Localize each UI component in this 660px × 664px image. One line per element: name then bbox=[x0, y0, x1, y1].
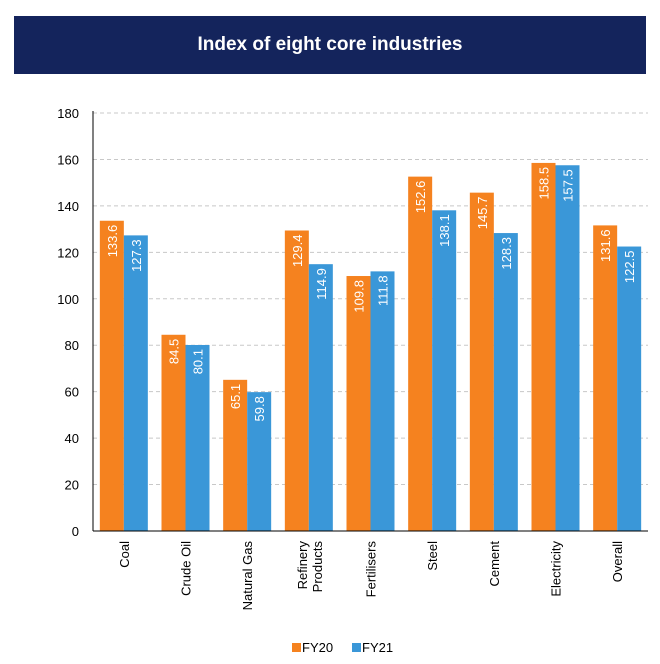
x-tick-label: Overall bbox=[610, 541, 625, 582]
x-tick-label-line: Products bbox=[310, 541, 325, 593]
x-tick-label: Fertilisers bbox=[364, 541, 379, 598]
y-tick-label: 60 bbox=[65, 385, 79, 400]
data-labels: 133.6 127.3 84.5 80.1 65.1 59.8 129.4 114.9 109.… bbox=[105, 167, 637, 422]
bar-fy21 bbox=[185, 344, 210, 531]
bar-fy21 bbox=[247, 392, 272, 531]
y-tick-label: 180 bbox=[57, 106, 79, 121]
data-label: 145.7 bbox=[475, 197, 490, 230]
y-tick-label: 140 bbox=[57, 199, 79, 214]
bar-fy21 bbox=[493, 233, 518, 531]
y-tick-label: 120 bbox=[57, 245, 79, 260]
data-label: 131.6 bbox=[598, 229, 613, 262]
data-label: 80.1 bbox=[191, 349, 206, 374]
data-label: 84.5 bbox=[167, 339, 182, 364]
legend: FY20 FY21 bbox=[292, 640, 393, 655]
data-label: 133.6 bbox=[105, 225, 120, 258]
data-label: 128.3 bbox=[499, 237, 514, 270]
data-label: 127.3 bbox=[129, 239, 144, 272]
data-label: 138.1 bbox=[437, 214, 452, 247]
bars bbox=[99, 162, 642, 532]
legend-label: FY21 bbox=[362, 640, 393, 655]
bar-fy21 bbox=[370, 271, 395, 531]
x-tick-label: Steel bbox=[425, 541, 440, 571]
x-tick-label: Crude Oil bbox=[179, 541, 194, 596]
bar-fy20 bbox=[99, 220, 124, 532]
y-axis-ticks: 0 20 40 60 80 100 120 140 160 180 bbox=[57, 106, 79, 539]
x-tick-label: Cement bbox=[487, 541, 502, 587]
legend-label: FY20 bbox=[302, 640, 333, 655]
x-tick-label: Electricity bbox=[549, 541, 564, 597]
bar-fy21 bbox=[555, 165, 580, 531]
data-label: 59.8 bbox=[252, 396, 267, 421]
y-tick-label: 20 bbox=[65, 478, 79, 493]
bar-fy20 bbox=[223, 379, 248, 531]
data-label: 109.8 bbox=[352, 280, 367, 313]
bar-fy20 bbox=[346, 276, 371, 531]
x-tick-label-line: Refinery bbox=[295, 541, 310, 590]
y-tick-label: 40 bbox=[65, 431, 79, 446]
bar-fy21 bbox=[617, 246, 642, 531]
bar-fy21 bbox=[432, 210, 457, 531]
y-tick-label: 160 bbox=[57, 152, 79, 167]
bar-fy20 bbox=[284, 230, 309, 531]
data-label: 111.8 bbox=[376, 275, 391, 306]
y-tick-label: 100 bbox=[57, 292, 79, 307]
y-tick-label: 0 bbox=[72, 524, 79, 539]
x-tick-label: Natural Gas bbox=[240, 541, 255, 611]
bar-fy20 bbox=[593, 225, 618, 531]
bar-fy21 bbox=[308, 264, 333, 531]
data-label: 152.6 bbox=[413, 181, 428, 214]
data-label: 122.5 bbox=[622, 251, 637, 284]
title-bar: Index of eight core industries bbox=[14, 16, 646, 74]
x-tick-label: Coal bbox=[117, 541, 132, 568]
bar-fy20 bbox=[408, 176, 433, 531]
chart-title: Index of eight core industries bbox=[197, 34, 463, 55]
y-tick-label: 80 bbox=[65, 338, 79, 353]
data-label: 158.5 bbox=[537, 167, 552, 200]
legend-swatch-fy21 bbox=[352, 643, 361, 652]
bar-fy20 bbox=[469, 192, 494, 531]
x-axis-ticks: Coal Crude Oil Natural Gas Refinery Products… bbox=[117, 541, 625, 611]
axes bbox=[92, 111, 648, 532]
bar-fy21 bbox=[123, 235, 148, 531]
bar-fy20 bbox=[161, 334, 186, 531]
data-label: 129.4 bbox=[290, 235, 305, 268]
data-label: 157.5 bbox=[561, 169, 576, 202]
legend-swatch-fy20 bbox=[292, 643, 301, 652]
data-label: 65.1 bbox=[228, 384, 243, 409]
bar-fy20 bbox=[531, 162, 556, 531]
data-label: 114.9 bbox=[314, 268, 329, 300]
